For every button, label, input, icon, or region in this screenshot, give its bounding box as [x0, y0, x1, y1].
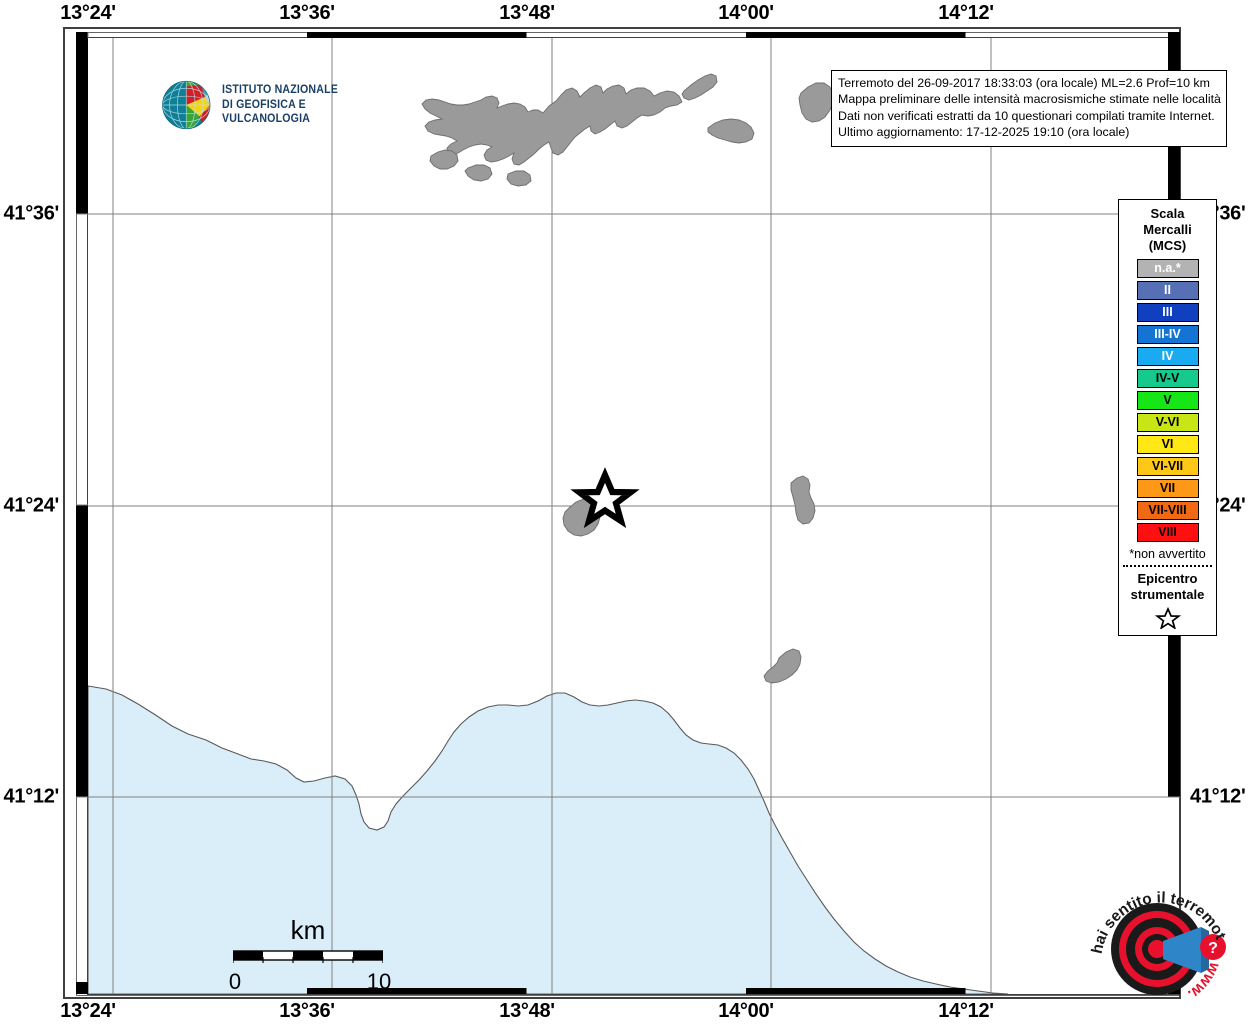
lon-tick-label-top-3: 14°00': [718, 2, 774, 24]
legend-swatch-n-a-[interactable]: n.a.*: [1136, 258, 1199, 278]
scale-max-label: 10: [366, 969, 392, 994]
scale-bar: km 0 10: [229, 915, 391, 995]
lon-tick-label-top-4: 14°12': [938, 2, 994, 24]
legend-swatch-iii[interactable]: III: [1136, 302, 1199, 322]
lon-tick-label-bottom-3: 14°00': [718, 1000, 774, 1022]
legend-swatch-vii[interactable]: VII: [1136, 478, 1199, 498]
lat-tick-label-right-2: 41°12': [1190, 785, 1246, 808]
lon-tick-label-top-2: 13°48': [499, 2, 555, 24]
lon-tick-label-top-0: 13°24': [60, 2, 116, 24]
info-line-2: Mappa preliminare delle intensità macros…: [838, 92, 1221, 107]
legend-epicenter-label-1: Epicentro: [1137, 570, 1198, 586]
info-line-1: Terremoto del 26-09-2017 18:33:03 (ora l…: [838, 76, 1210, 90]
scale-bar-graphic: [232, 950, 384, 963]
legend-swatch-v[interactable]: V: [1136, 390, 1199, 410]
haisentitoilterremoto-logo[interactable]: ? hai sentito il terremoto.it www.: [1080, 866, 1233, 1011]
legend-swatch-list[interactable]: n.a.* II III III-IV IV IV-V V V-VI VI VI-VII VII VI…: [1119, 258, 1216, 542]
legend-title-1: Scala: [1150, 206, 1185, 221]
lat-tick-label-left-1: 41°24': [3, 494, 60, 517]
legend-epicenter-label-2: strumentale: [1130, 586, 1205, 602]
lat-tick-label-left-2: 41°12': [3, 785, 60, 808]
legend-swatch-viii[interactable]: VIII: [1136, 522, 1199, 542]
legend-swatch-vi[interactable]: VI: [1136, 434, 1199, 454]
legend-swatch-vii-viii[interactable]: VII-VIII: [1136, 500, 1199, 520]
legend-footnote: *non avvertito: [1129, 546, 1206, 561]
legend-swatch-iv-v[interactable]: IV-V: [1136, 368, 1199, 388]
legend-epicenter-star-icon: [1119, 606, 1216, 630]
urban-polygon-tendril-2: [506, 170, 532, 187]
lon-tick-label-bottom-0: 13°24': [60, 1000, 116, 1022]
map-graphics: [88, 38, 1180, 994]
logo-question-bubble: [1200, 934, 1226, 960]
ingv-label-line2: DI GEOFISICA E VULCANOLOGIA: [221, 98, 310, 126]
logo-question-mark: ?: [1208, 940, 1218, 957]
ingv-label-line1: ISTITUTO NAZIONALE: [221, 84, 338, 97]
legend-title-2: Mercalli: [1143, 222, 1192, 238]
lon-tick-label-top-1: 13°36': [279, 2, 335, 24]
lon-tick-label-bottom-4: 14°12': [938, 1000, 994, 1022]
info-line-3: Dati non verificati estratti da 10 quest…: [838, 108, 1215, 123]
lat-tick-label-left-0: 41°36': [3, 202, 60, 225]
legend-swatch-v-vi[interactable]: V-VI: [1136, 412, 1199, 432]
lon-tick-label-bottom-1: 13°36': [279, 1000, 335, 1022]
mercalli-legend[interactable]: Scala Mercalli (MCS) n.a.* II III III-IV IV I…: [1118, 199, 1217, 637]
legend-swatch-iv[interactable]: IV: [1136, 346, 1199, 366]
map-panel[interactable]: km 0 10: [63, 27, 1229, 1003]
legend-divider: [1123, 564, 1212, 567]
event-info-box: Terremoto del 26-09-2017 18:33:03 (ora l…: [831, 70, 1227, 147]
lon-tick-label-bottom-2: 13°48': [499, 1000, 555, 1022]
ingv-globe-icon: [162, 80, 211, 130]
ingv-logo[interactable]: ISTITUTO NAZIONALE DI GEOFISICA E VULCAN…: [159, 69, 389, 141]
legend-swatch-ii[interactable]: II: [1136, 280, 1199, 300]
legend-swatch-vi-vii[interactable]: VI-VII: [1136, 456, 1199, 476]
scale-unit-label: km: [290, 915, 326, 945]
scale-min-label: 0: [228, 969, 242, 994]
legend-title-3: (MCS): [1148, 238, 1187, 254]
legend-swatch-iii-iv[interactable]: III-IV: [1136, 324, 1199, 344]
info-line-4: Ultimo aggiornamento: 17-12-2025 19:10 (…: [838, 125, 1130, 140]
map-canvas[interactable]: [88, 38, 1180, 994]
